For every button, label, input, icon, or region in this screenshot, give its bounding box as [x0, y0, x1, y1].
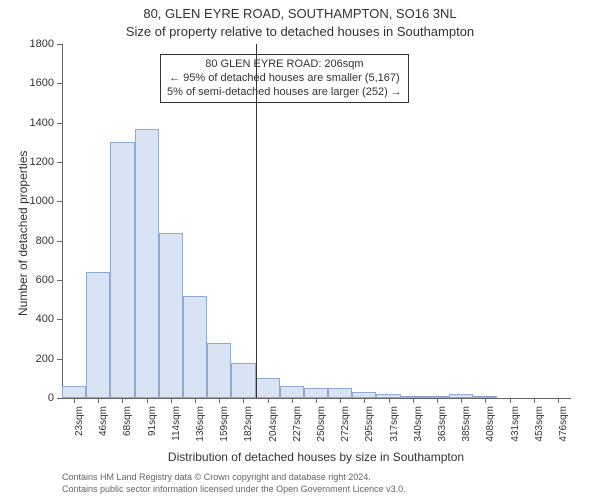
- x-tick-mark: [413, 398, 414, 403]
- footer-attribution: Contains HM Land Registry data © Crown c…: [62, 472, 406, 495]
- y-tick-mark: [57, 241, 62, 242]
- x-tick-label: 385sqm: [461, 406, 472, 456]
- x-tick-mark: [171, 398, 172, 403]
- histogram-bar: [86, 272, 110, 398]
- x-tick-mark: [219, 398, 220, 403]
- y-axis-label: Number of detached properties: [16, 151, 30, 316]
- x-tick-mark: [98, 398, 99, 403]
- x-tick-label: 272sqm: [340, 406, 351, 456]
- annotation-line-3: 5% of semi-detached houses are larger (2…: [167, 86, 402, 100]
- y-tick-mark: [57, 280, 62, 281]
- y-tick-label: 1200: [22, 156, 54, 168]
- histogram-bar: [207, 343, 231, 398]
- y-tick-mark: [57, 359, 62, 360]
- reference-line: [256, 44, 257, 398]
- x-tick-label: 453sqm: [534, 406, 545, 456]
- x-tick-mark: [364, 398, 365, 403]
- histogram-bar: [110, 142, 134, 398]
- y-tick-label: 800: [22, 235, 54, 247]
- y-tick-label: 1400: [22, 117, 54, 129]
- x-tick-label: 114sqm: [171, 406, 182, 456]
- x-tick-label: 295sqm: [364, 406, 375, 456]
- footer-line-2: Contains public sector information licen…: [62, 484, 406, 496]
- y-tick-label: 600: [22, 274, 54, 286]
- x-tick-label: 68sqm: [122, 406, 133, 456]
- histogram-bar: [183, 296, 207, 398]
- x-tick-mark: [437, 398, 438, 403]
- y-tick-label: 400: [22, 313, 54, 325]
- x-tick-label: 23sqm: [74, 406, 85, 456]
- x-tick-mark: [485, 398, 486, 403]
- x-tick-label: 182sqm: [243, 406, 254, 456]
- x-tick-label: 431sqm: [510, 406, 521, 456]
- x-tick-mark: [316, 398, 317, 403]
- y-tick-mark: [57, 201, 62, 202]
- x-tick-label: 340sqm: [413, 406, 424, 456]
- x-tick-label: 91sqm: [147, 406, 158, 456]
- annotation-line-2: ← 95% of detached houses are smaller (5,…: [167, 72, 402, 86]
- x-tick-label: 159sqm: [219, 406, 230, 456]
- x-tick-mark: [292, 398, 293, 403]
- x-tick-label: 46sqm: [98, 406, 109, 456]
- x-tick-mark: [510, 398, 511, 403]
- histogram-bar: [159, 233, 183, 398]
- x-tick-label: 250sqm: [316, 406, 327, 456]
- chart-subtitle: Size of property relative to detached ho…: [0, 24, 600, 39]
- chart-title-address: 80, GLEN EYRE ROAD, SOUTHAMPTON, SO16 3N…: [0, 6, 600, 21]
- x-tick-label: 408sqm: [485, 406, 496, 456]
- y-tick-mark: [57, 44, 62, 45]
- y-tick-mark: [57, 398, 62, 399]
- histogram-bar: [231, 363, 255, 398]
- y-tick-label: 1600: [22, 77, 54, 89]
- x-tick-mark: [122, 398, 123, 403]
- x-tick-mark: [195, 398, 196, 403]
- x-tick-mark: [268, 398, 269, 403]
- histogram-bar: [328, 388, 352, 398]
- x-tick-label: 204sqm: [268, 406, 279, 456]
- footer-line-1: Contains HM Land Registry data © Crown c…: [62, 472, 406, 484]
- y-tick-mark: [57, 123, 62, 124]
- histogram-bar: [62, 386, 86, 398]
- x-tick-label: 317sqm: [389, 406, 400, 456]
- x-tick-label: 476sqm: [558, 406, 569, 456]
- x-tick-mark: [558, 398, 559, 403]
- x-tick-mark: [147, 398, 148, 403]
- y-tick-label: 1000: [22, 195, 54, 207]
- annotation-line-1: 80 GLEN EYRE ROAD: 206sqm: [167, 58, 402, 72]
- x-tick-label: 227sqm: [292, 406, 303, 456]
- x-tick-mark: [74, 398, 75, 403]
- x-tick-label: 136sqm: [195, 406, 206, 456]
- y-tick-mark: [57, 319, 62, 320]
- y-tick-mark: [57, 162, 62, 163]
- y-tick-label: 0: [22, 392, 54, 404]
- histogram-bar: [304, 388, 328, 398]
- x-tick-mark: [534, 398, 535, 403]
- histogram-bar: [280, 386, 304, 398]
- x-tick-mark: [243, 398, 244, 403]
- x-tick-mark: [340, 398, 341, 403]
- y-tick-label: 200: [22, 353, 54, 365]
- annotation-box: 80 GLEN EYRE ROAD: 206sqm ← 95% of detac…: [160, 54, 409, 103]
- x-tick-mark: [461, 398, 462, 403]
- x-tick-mark: [389, 398, 390, 403]
- y-tick-mark: [57, 83, 62, 84]
- histogram-bar: [256, 378, 280, 398]
- y-tick-label: 1800: [22, 38, 54, 50]
- histogram-bar: [135, 129, 159, 398]
- x-tick-label: 363sqm: [437, 406, 448, 456]
- histogram-chart: 80, GLEN EYRE ROAD, SOUTHAMPTON, SO16 3N…: [0, 0, 600, 500]
